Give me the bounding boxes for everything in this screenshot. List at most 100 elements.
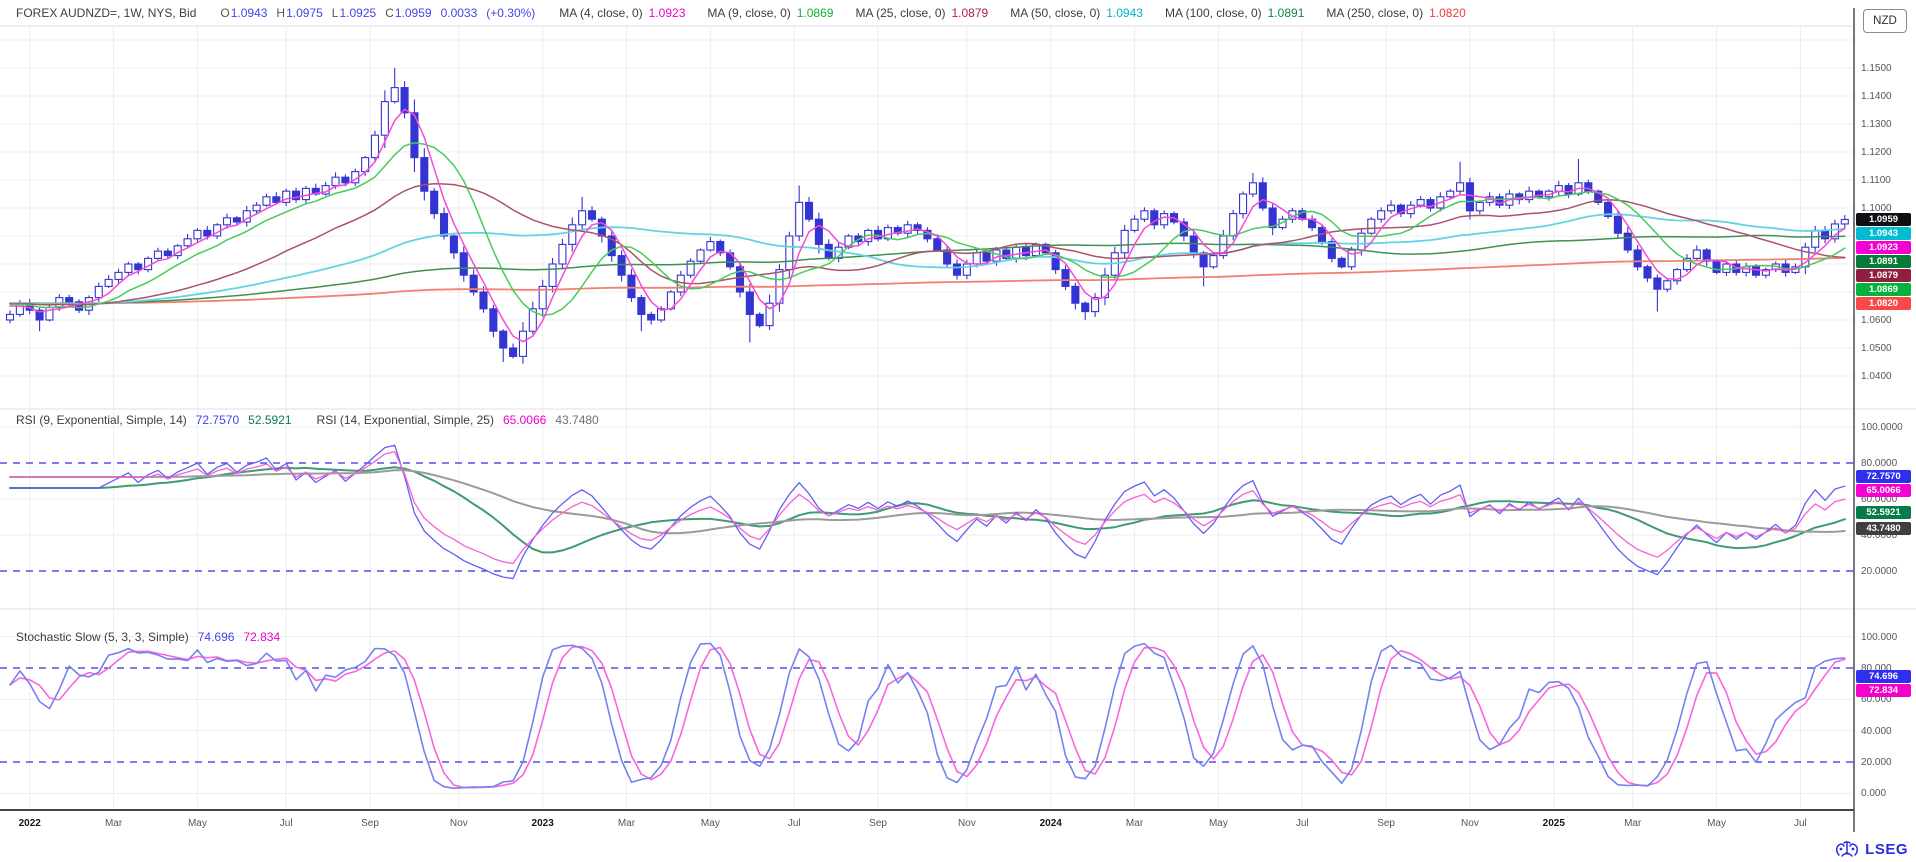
- stoch-value-k: 74.696: [197, 630, 235, 644]
- quote-value: 1.0959: [394, 6, 432, 20]
- ma-legend-label: MA (100, close, 0): [1164, 6, 1262, 20]
- lseg-logo-text: LSEG: [1865, 840, 1908, 858]
- quote-item: H 1.0975: [276, 6, 322, 20]
- price-badge: 1.0923: [1856, 240, 1911, 254]
- stoch-badge: 72.834: [1856, 683, 1911, 697]
- ma-legend-item: MA (250, close, 0) 1.0820: [1326, 6, 1465, 20]
- ma-legend-item: MA (50, close, 0) 1.0943: [1010, 6, 1143, 20]
- x-axis-label: Sep: [1377, 818, 1395, 829]
- y-axis-label: 60.000: [1861, 694, 1892, 706]
- rsi-badge: 72.7570: [1856, 469, 1911, 483]
- quote-label: L: [331, 6, 339, 20]
- x-axis-label: 2025: [1542, 818, 1565, 829]
- stoch-title: Stochastic Slow (5, 3, 3, Simple): [16, 630, 189, 644]
- quote-value: 1.0943: [230, 6, 268, 20]
- rsi-badge: 65.0066: [1856, 483, 1911, 497]
- main-chart-panel[interactable]: [0, 26, 1854, 408]
- price-badge: 1.0959: [1856, 212, 1911, 226]
- rsi-badge: 43.7480: [1856, 521, 1911, 535]
- x-axis-label: Jul: [1295, 818, 1309, 829]
- price-badge: 1.0943: [1856, 226, 1911, 240]
- ma-legend-value: 1.0923: [648, 6, 686, 20]
- x-axis-label: Nov: [449, 818, 468, 829]
- ma-legend-value: 1.0820: [1429, 6, 1466, 20]
- lseg-crest-icon: [1836, 841, 1859, 857]
- quote-item: 0.0033: [441, 6, 478, 20]
- x-axis-label: Sep: [869, 818, 887, 829]
- x-axis-label: Jul: [279, 818, 293, 829]
- x-axis-label: May: [1707, 818, 1726, 829]
- stoch-header: Stochastic Slow (5, 3, 3, Simple) 74.696…: [16, 630, 280, 644]
- y-axis-label: 1.0400: [1861, 371, 1892, 382]
- quote-item: C 1.0959: [385, 6, 431, 20]
- rsi-header: RSI (9, Exponential, Simple, 14) 72.7570…: [16, 413, 599, 427]
- rsi-panel[interactable]: [0, 410, 1854, 608]
- y-axis-label: 100.0000: [1861, 422, 1903, 433]
- y-axis-label: 40.0000: [1861, 530, 1898, 541]
- rsi-value-3: 65.0066: [502, 413, 547, 427]
- quote-group: O 1.0943 H 1.0975 L 1.0925 C 1.0959 0.0033 (+0.30…: [220, 6, 535, 20]
- rsi-title-2: RSI (14, Exponential, Simple, 25): [316, 413, 494, 427]
- currency-selector[interactable]: NZD: [1863, 9, 1907, 33]
- ma-legend-value: 1.0891: [1267, 6, 1305, 20]
- ma-legend-value: 1.0869: [796, 6, 834, 20]
- stoch-badge: 74.696: [1856, 669, 1911, 683]
- ma-legend-group: MA (4, close, 0) 1.0923 MA (9, close, 0) 1.…: [559, 6, 1466, 20]
- quote-item: O 1.0943: [220, 6, 267, 20]
- x-axis-label: Jul: [787, 818, 801, 829]
- quote-label: C: [385, 6, 394, 20]
- quote-value: (+0.30%): [486, 6, 536, 20]
- price-badge: 1.0891: [1856, 254, 1911, 268]
- y-axis-label: 1.0600: [1861, 315, 1892, 326]
- y-axis-label: 1.1500: [1861, 63, 1892, 74]
- rsi-value-2: 52.5921: [248, 413, 292, 427]
- instrument-title: FOREX AUDNZD=, 1W, NYS, Bid: [16, 6, 197, 20]
- rsi-badge: 52.5921: [1856, 505, 1911, 519]
- quote-label: O: [220, 6, 230, 20]
- y-axis-label: 20.0000: [1861, 566, 1898, 577]
- x-axis-label: Nov: [1461, 818, 1479, 829]
- y-axis-label: 80.000: [1861, 663, 1892, 674]
- y-axis-label: 20.000: [1861, 757, 1892, 769]
- x-axis-label: Nov: [957, 818, 976, 829]
- y-axis-label: 1.1200: [1861, 147, 1892, 158]
- y-axis-label: 1.1100: [1861, 175, 1891, 186]
- x-axis-label: May: [1208, 818, 1228, 829]
- price-badge: 1.0879: [1856, 268, 1911, 282]
- ma-legend-label: MA (4, close, 0): [559, 6, 643, 20]
- price-badge: 1.0820: [1856, 296, 1911, 310]
- y-axis-label: 100.000: [1861, 631, 1898, 643]
- quote-value: 1.0975: [286, 6, 323, 20]
- y-axis-label: 40.000: [1861, 725, 1892, 737]
- x-axis-label: 2022: [18, 818, 41, 829]
- x-axis-label: Mar: [1624, 818, 1642, 829]
- y-axis-label: 1.0500: [1861, 343, 1892, 354]
- y-axis-label: 1.1000: [1861, 203, 1892, 214]
- quote-value: 0.0033: [440, 6, 478, 20]
- quote-label: H: [276, 6, 286, 20]
- x-axis-label: 2023: [531, 818, 554, 829]
- quote-item: L 1.0925: [332, 6, 376, 20]
- quote-item: (+0.30%): [486, 6, 535, 20]
- stoch-value-d: 72.834: [243, 630, 281, 644]
- x-axis-label: Mar: [617, 818, 636, 829]
- ma-legend-item: MA (100, close, 0) 1.0891: [1165, 6, 1304, 20]
- rsi-value-4: 43.7480: [555, 413, 599, 427]
- x-axis-label: Mar: [104, 818, 123, 829]
- price-badge: 1.0869: [1856, 282, 1911, 296]
- y-axis-label: 1.1300: [1861, 119, 1892, 130]
- ma-legend-value: 1.0943: [1106, 6, 1143, 20]
- x-axis-label: Jul: [1794, 818, 1807, 829]
- x-axis-label: 2024: [1039, 818, 1062, 829]
- ma-legend-item: MA (25, close, 0) 1.0879: [855, 6, 988, 20]
- quote-value: 1.0925: [339, 6, 377, 20]
- ma-legend-label: MA (25, close, 0): [855, 6, 946, 20]
- ma-legend-value: 1.0879: [951, 6, 989, 20]
- y-axis-label: 60.0000: [1861, 494, 1898, 505]
- ma-legend-label: MA (9, close, 0): [707, 6, 791, 20]
- x-axis-label: May: [187, 818, 207, 829]
- x-axis-label: Sep: [361, 818, 379, 829]
- rsi-title-1: RSI (9, Exponential, Simple, 14): [16, 413, 187, 427]
